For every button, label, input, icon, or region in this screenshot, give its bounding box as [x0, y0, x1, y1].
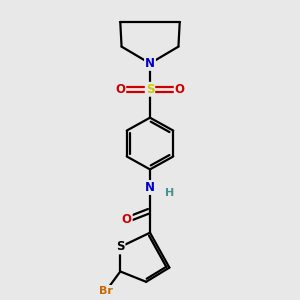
Text: S: S — [116, 240, 124, 254]
Text: Br: Br — [99, 286, 113, 296]
Text: N: N — [145, 181, 155, 194]
Text: N: N — [145, 57, 155, 70]
Text: O: O — [175, 83, 185, 96]
Text: S: S — [146, 83, 154, 96]
Text: O: O — [115, 83, 125, 96]
Text: O: O — [122, 213, 132, 226]
Text: H: H — [165, 188, 174, 198]
